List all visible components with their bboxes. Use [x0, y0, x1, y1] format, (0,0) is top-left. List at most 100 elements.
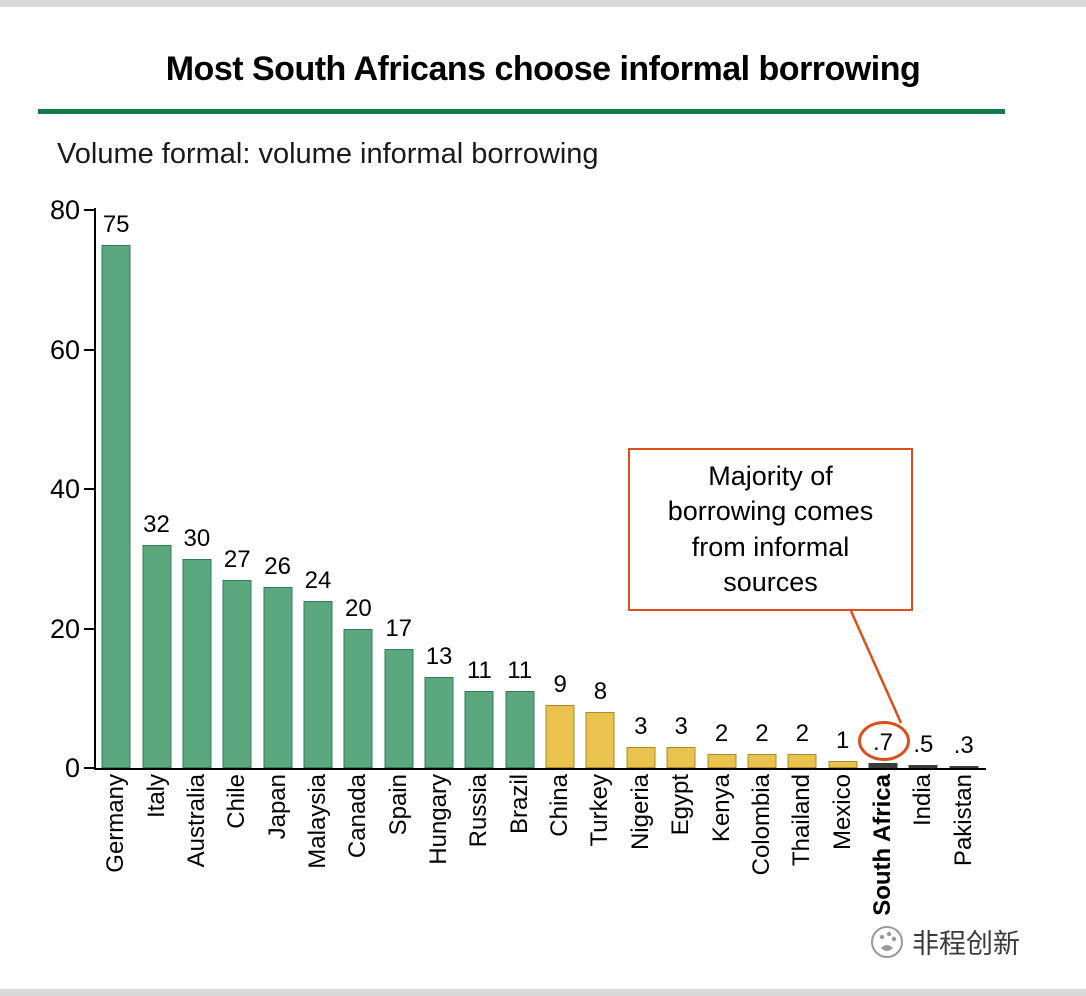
bar[interactable]: [464, 691, 494, 768]
bar[interactable]: [585, 712, 615, 768]
bar-group-japan: 26: [257, 210, 297, 768]
bar-value-label: 8: [593, 678, 608, 706]
bar[interactable]: [707, 754, 737, 768]
annotation-box: Majority of borrowing comes from informa…: [628, 448, 913, 611]
x-axis-line: [94, 768, 986, 770]
x-axis-label: Canada: [344, 774, 372, 859]
x-axis-label-cell: Malaysia: [298, 774, 338, 944]
highlight-ellipse: [858, 721, 910, 761]
bar[interactable]: [384, 649, 414, 768]
x-axis-label: Kenya: [707, 774, 735, 843]
y-tick-mark: [84, 627, 94, 630]
x-axis-label-cell: Italy: [136, 774, 176, 944]
watermark: 非程创新: [869, 922, 1020, 961]
x-axis-label-cell: Mexico: [822, 774, 862, 944]
bar-value-label: 11: [507, 657, 533, 685]
bar-group-canada: 20: [338, 210, 378, 768]
y-tick-mark: [84, 488, 94, 490]
y-tick-mark: [84, 209, 94, 211]
bar[interactable]: [666, 747, 696, 768]
bar[interactable]: [182, 558, 212, 768]
annotation-text: Majority of borrowing comes from informa…: [667, 461, 874, 597]
x-axis-label: Mexico: [828, 774, 856, 851]
bar-group-pakistan: .3: [944, 210, 984, 768]
bar-group-hungary: 13: [419, 210, 459, 768]
x-axis-label: Australia: [182, 774, 210, 868]
x-axis-label: Nigeria: [626, 774, 654, 851]
x-axis-label-cell: Turkey: [580, 774, 620, 944]
bar[interactable]: [424, 677, 454, 768]
bar[interactable]: [626, 747, 656, 768]
bar-value-label: 32: [143, 510, 170, 538]
bar[interactable]: [747, 754, 777, 768]
bar[interactable]: [908, 764, 938, 768]
bar[interactable]: [101, 244, 131, 768]
bar[interactable]: [868, 763, 898, 768]
x-axis-label-cell: India: [903, 774, 943, 944]
bar[interactable]: [142, 544, 172, 768]
x-axis-label: Hungary: [425, 774, 453, 865]
x-axis-label-cell: Russia: [459, 774, 499, 944]
x-axis-label-cell: Thailand: [782, 774, 822, 944]
x-axis-label-cell: Colombia: [742, 774, 782, 944]
x-axis-label-cell: Hungary: [419, 774, 459, 944]
x-axis-label-cell: South Africa: [863, 774, 903, 944]
bar-value-label: .3: [953, 731, 974, 759]
x-axis-label-cell: Australia: [177, 774, 217, 944]
y-axis: 0 20 40 60 80: [0, 195, 94, 783]
bar-value-label: 2: [795, 720, 809, 748]
x-axis-label: South Africa: [869, 774, 896, 916]
bar-group-india: .5: [903, 210, 943, 768]
x-axis-label-cell: Canada: [338, 774, 378, 944]
x-axis-label: Brazil: [505, 774, 533, 835]
x-axis-label: Colombia: [747, 774, 775, 876]
logo-icon: [871, 925, 903, 958]
bar-value-label: 9: [553, 671, 567, 699]
bar-value-label: 1: [835, 727, 850, 755]
bar-group-china: 9: [540, 210, 580, 768]
x-axis-label: Italy: [142, 774, 170, 819]
bar-group-colombia: 2: [742, 210, 782, 768]
page-title: Most South Africans choose informal borr…: [165, 50, 921, 88]
bar-group-italy: 32: [136, 210, 176, 768]
bar-group-chile: 27: [217, 210, 257, 768]
bar[interactable]: [545, 705, 575, 768]
bar-group-turkey: 8: [580, 210, 620, 768]
x-axis-label-cell: Spain: [379, 774, 419, 944]
bar-group-spain: 17: [379, 210, 419, 768]
bar-value-label: 2: [714, 720, 729, 748]
x-axis-labels: Germany Italy Australia Chile Japan Malaysia C…: [96, 774, 984, 944]
x-axis-label-cell: Chile: [217, 774, 257, 944]
x-axis-label: Malaysia: [303, 774, 331, 869]
y-tick-label: 0: [64, 753, 80, 783]
x-axis-label-cell: Egypt: [661, 774, 701, 944]
bar[interactable]: [949, 765, 979, 768]
x-axis-label: Turkey: [586, 774, 614, 847]
x-axis-label: Chile: [223, 774, 251, 829]
chart-subtitle: Volume formal: volume informal borrowing: [57, 138, 599, 170]
bar[interactable]: [263, 586, 293, 768]
y-axis-line: [94, 208, 96, 770]
bar[interactable]: [222, 579, 252, 768]
bar[interactable]: [303, 600, 333, 768]
bar[interactable]: [787, 754, 817, 768]
x-axis-label-cell: Japan: [257, 774, 297, 944]
x-axis-label-cell: Germany: [96, 774, 136, 944]
y-tick-label: 40: [49, 474, 80, 504]
bar-value-label: 2: [755, 720, 769, 748]
bar-value-label: 26: [264, 552, 291, 580]
bar-group-russia: 11: [459, 210, 499, 768]
bar[interactable]: [828, 761, 858, 768]
bar-value-label: 11: [466, 657, 492, 685]
bar-group-mexico: 1: [822, 210, 862, 768]
x-axis-label: Spain: [384, 774, 412, 836]
bar[interactable]: [505, 691, 535, 768]
plot-area: 75 32 30 27 26 24 20 17 13 11 11 9 8 3 3 2 2 2 1.7.5.3: [96, 210, 984, 768]
bar-value-label: 24: [304, 566, 332, 594]
x-axis-label: Pakistan: [949, 774, 977, 867]
x-axis-label-cell: Kenya: [701, 774, 741, 944]
bar[interactable]: [343, 628, 373, 768]
bottom-edge: [0, 989, 1086, 996]
top-edge: [0, 0, 1086, 7]
